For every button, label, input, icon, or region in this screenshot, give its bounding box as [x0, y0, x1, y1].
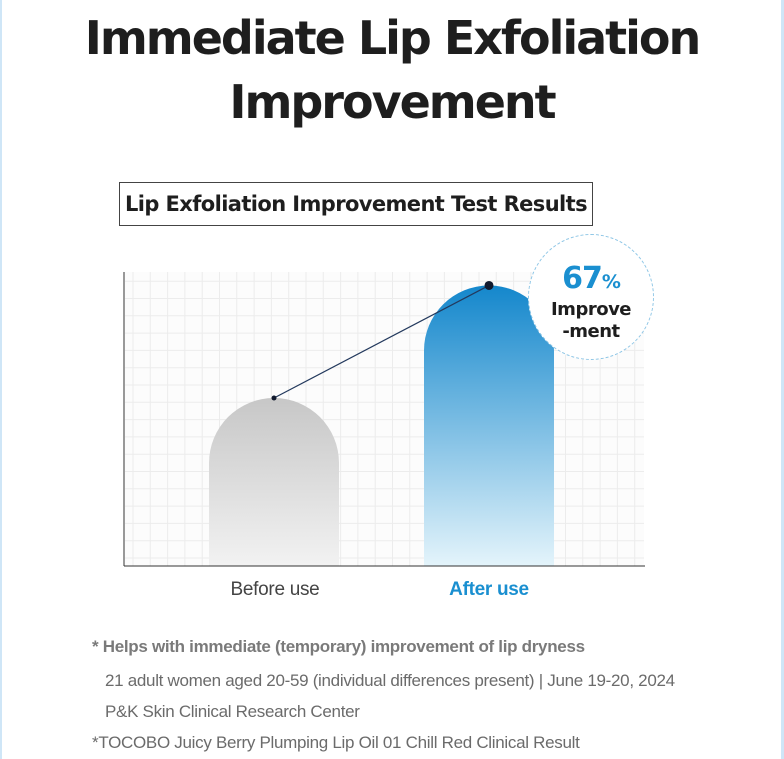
footnote-main: * Helps with immediate (temporary) impro…: [92, 637, 585, 656]
improvement-label-line-2: -ment: [562, 321, 620, 342]
point-after-use: [484, 280, 494, 290]
trend-line: [273, 284, 490, 399]
page-title-line-2: Improvement: [229, 75, 556, 129]
improvement-number: 67: [562, 261, 603, 296]
x-tick-label-before: Before use: [230, 579, 320, 600]
footnote-test-details: 21 adult women aged 20-59 (individual di…: [105, 671, 675, 690]
bar-after-use: [424, 285, 554, 566]
footnote-research-center: P&K Skin Clinical Research Center: [105, 702, 360, 721]
point-before-use: [271, 395, 277, 401]
chart-title: Lip Exfoliation Improvement Test Results: [119, 182, 593, 226]
bars: [209, 285, 554, 566]
improvement-badge: 67% Improve -ment: [528, 234, 654, 360]
trend: [271, 280, 494, 401]
improvement-label: Improve -ment: [529, 299, 653, 343]
improvement-label-line-1: Improve: [550, 299, 632, 320]
left-border: [0, 0, 2, 759]
footnote-product: *TOCOBO Juicy Berry Plumping Lip Oil 01 …: [92, 733, 580, 752]
page-title-line-1: Immediate Lip Exfoliation: [84, 11, 702, 65]
page-title: Immediate Lip Exfoliation Improvement: [0, 6, 784, 134]
bar-before-use: [209, 398, 339, 566]
improvement-unit: %: [601, 271, 621, 293]
right-border: [781, 0, 784, 759]
x-tick-label-after: After use: [449, 579, 529, 600]
improvement-value: 67%: [529, 261, 653, 296]
